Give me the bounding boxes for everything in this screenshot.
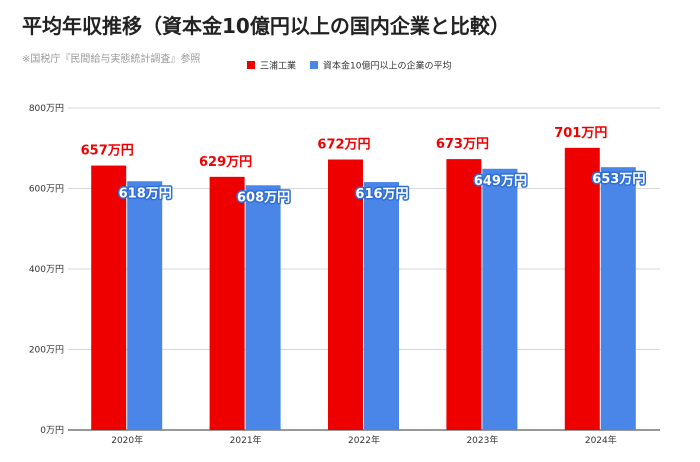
data-label-company: 701万円 xyxy=(554,126,607,141)
bar-company-3 xyxy=(446,159,482,430)
legend-swatch-2 xyxy=(310,61,318,69)
x-tick-label: 2024年 xyxy=(585,434,617,446)
bar-company-0 xyxy=(91,165,127,430)
data-label-average: 649万円 xyxy=(474,174,527,189)
bar-average-1 xyxy=(245,185,281,430)
bar-company-2 xyxy=(328,159,363,430)
data-label-company: 629万円 xyxy=(199,155,252,170)
data-label-average: 653万円 xyxy=(592,172,645,187)
bar-average-0 xyxy=(127,181,163,430)
y-tick-label: 800万円 xyxy=(29,103,64,114)
legend-label-1: 三浦工業 xyxy=(260,60,296,72)
y-tick-label: 400万円 xyxy=(29,264,64,275)
data-label-company: 657万円 xyxy=(81,144,134,159)
chart-subtitle: ※国税庁『民間給与実態統計調査』参照 xyxy=(22,54,201,65)
x-tick-label: 2022年 xyxy=(348,434,380,446)
data-label-company: 673万円 xyxy=(436,137,489,152)
bar-average-2 xyxy=(364,182,399,430)
legend-swatch-1 xyxy=(247,61,255,69)
y-tick-label: 0万円 xyxy=(40,425,64,436)
x-tick-label: 2020年 xyxy=(111,434,143,446)
legend-label-2: 資本金10億円以上の企業の平均 xyxy=(323,60,451,72)
bar-company-4 xyxy=(564,147,600,430)
chart-title: 平均年収推移（資本金10億円以上の国内企業と比較） xyxy=(22,14,510,38)
y-tick-label: 600万円 xyxy=(29,184,64,195)
data-label-average: 618万円 xyxy=(119,186,172,201)
x-tick-label: 2023年 xyxy=(466,434,498,446)
y-tick-label: 200万円 xyxy=(29,345,64,356)
data-label-company: 672万円 xyxy=(317,138,370,153)
bar-company-1 xyxy=(209,176,245,430)
data-label-average: 616万円 xyxy=(355,187,408,202)
data-label-average: 608万円 xyxy=(237,190,290,205)
bar-average-3 xyxy=(482,168,518,430)
x-tick-label: 2021年 xyxy=(230,434,262,446)
bar-average-4 xyxy=(600,167,636,431)
